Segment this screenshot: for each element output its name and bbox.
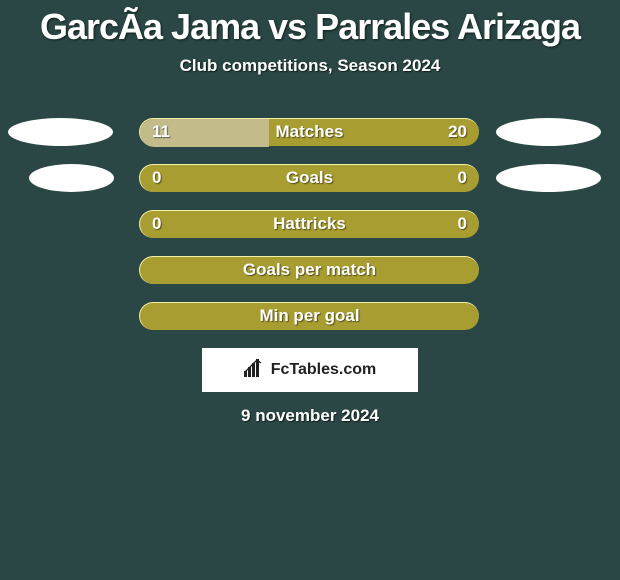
stat-label: Goals per match <box>140 260 479 280</box>
page-subtitle: Club competitions, Season 2024 <box>0 56 620 76</box>
page-title: GarcÃ­a Jama vs Parrales Arizaga <box>0 0 620 48</box>
team-badge-left <box>8 118 113 146</box>
logo-text: FcTables.com <box>271 361 377 379</box>
stat-row: Matches11 20 <box>0 118 620 146</box>
stat-rows: Matches1120Goals00Hattricks00Goals per m… <box>0 118 620 330</box>
team-badge-right <box>496 118 601 146</box>
bars-icon <box>244 359 266 382</box>
stat-value-right: 20 <box>448 122 467 142</box>
stat-label: Min per goal <box>140 306 479 326</box>
stat-row: Min per goal <box>0 302 620 330</box>
stat-value-right: 0 <box>458 168 467 188</box>
logo-box: FcTables.com <box>202 348 418 392</box>
stat-label: Matches <box>140 122 479 142</box>
stat-row: Goals per match <box>0 256 620 284</box>
team-badge-right <box>496 164 601 192</box>
stat-bar: Goals0 0 <box>139 164 479 192</box>
stat-bar: Min per goal <box>139 302 479 330</box>
stat-value-left: 0 <box>152 168 161 188</box>
stat-label: Hattricks <box>140 214 479 234</box>
stat-bar: Matches11 20 <box>139 118 479 146</box>
stat-value-left: 0 <box>152 214 161 234</box>
stat-label: Goals <box>140 168 479 188</box>
team-badge-left <box>29 164 114 192</box>
date-label: 9 november 2024 <box>0 406 620 426</box>
stat-value-left: 11 <box>152 122 170 142</box>
stat-bar: Hattricks0 0 <box>139 210 479 238</box>
stat-value-right: 0 <box>458 214 467 234</box>
stat-bar: Goals per match <box>139 256 479 284</box>
stat-row: Hattricks0 0 <box>0 210 620 238</box>
stat-row: Goals0 0 <box>0 164 620 192</box>
